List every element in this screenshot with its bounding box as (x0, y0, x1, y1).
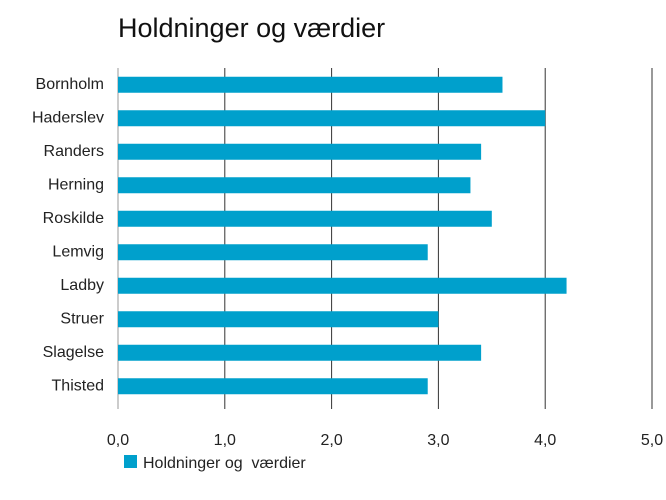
x-tick-label: 1,0 (214, 432, 236, 449)
x-tick-label: 4,0 (534, 432, 556, 449)
x-tick-label: 2,0 (320, 432, 342, 449)
y-tick-label: Haderslev (32, 109, 104, 126)
x-tick-label: 3,0 (427, 432, 449, 449)
bar (118, 177, 471, 194)
y-tick-label: Thisted (52, 377, 104, 394)
bar (118, 277, 567, 294)
chart-title: Holdninger og værdier (118, 13, 385, 43)
y-tick-label: Lemvig (52, 243, 104, 260)
y-tick-label: Herning (48, 176, 104, 193)
legend-label: Holdninger og værdier (143, 455, 306, 472)
y-tick-label: Struer (60, 310, 104, 327)
y-tick-label: Roskilde (43, 210, 104, 227)
bar (118, 244, 428, 261)
bar (118, 344, 482, 361)
bar (118, 76, 503, 93)
x-tick-label: 0,0 (107, 432, 129, 449)
bar (118, 110, 546, 127)
bar (118, 143, 482, 160)
y-tick-label: Ladby (60, 277, 104, 294)
legend-swatch (124, 455, 137, 468)
bar (118, 210, 492, 227)
x-tick-label: 5,0 (641, 432, 663, 449)
y-tick-label: Randers (44, 143, 104, 160)
bar (118, 311, 439, 328)
bar (118, 378, 428, 395)
y-tick-label: Bornholm (36, 76, 104, 93)
y-tick-label: Slagelse (43, 344, 104, 361)
